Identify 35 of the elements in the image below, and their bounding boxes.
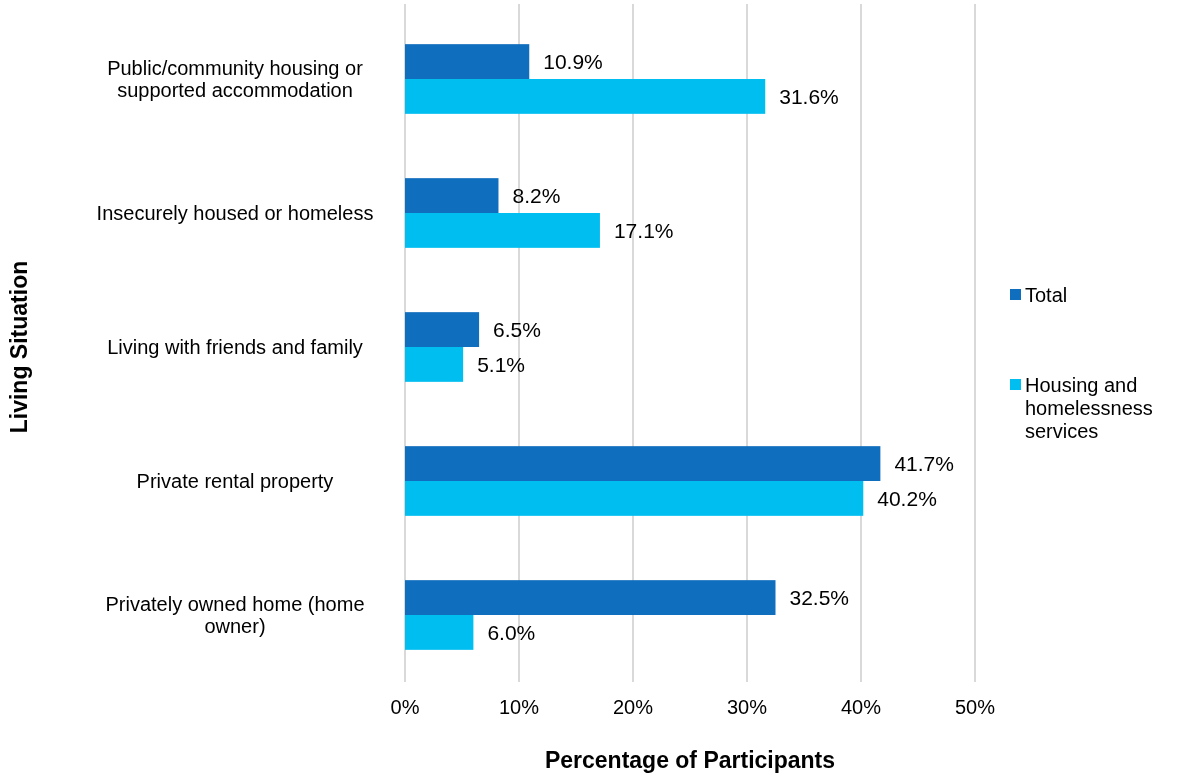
data-label: 10.9% bbox=[543, 49, 603, 73]
bar bbox=[405, 347, 464, 382]
y-tick-label: Living with friends and family bbox=[107, 336, 363, 358]
y-tick-label: Privately owned home (home owner) bbox=[105, 593, 365, 637]
data-label: 40.2% bbox=[877, 486, 937, 510]
data-label: 32.5% bbox=[789, 585, 850, 609]
bar bbox=[405, 213, 600, 248]
data-label: 31.6% bbox=[779, 84, 839, 108]
x-tick-label: 0% bbox=[390, 696, 420, 718]
y-tick-label: Private rental property bbox=[136, 470, 334, 492]
bar bbox=[405, 580, 776, 615]
x-tick-label: 40% bbox=[840, 696, 882, 718]
bar bbox=[405, 79, 766, 114]
legend-label: Housing and homelessness services bbox=[1025, 374, 1153, 442]
bar bbox=[405, 615, 474, 650]
data-label: 41.7% bbox=[894, 451, 954, 475]
bar bbox=[405, 446, 881, 481]
data-label: 8.2% bbox=[512, 183, 561, 207]
x-tick-label: 30% bbox=[726, 696, 768, 718]
data-label: 6.5% bbox=[493, 317, 541, 341]
legend-label: Total bbox=[1025, 284, 1068, 306]
data-label: 5.1% bbox=[477, 352, 526, 376]
y-axis-title: Living Situation bbox=[6, 260, 32, 434]
y-tick-label: Public/community housing or supported accommodation bbox=[107, 57, 364, 101]
data-label: 17.1% bbox=[613, 218, 674, 242]
x-tick-label: 20% bbox=[612, 696, 654, 718]
data-label: 6.0% bbox=[487, 620, 536, 644]
bar bbox=[405, 178, 499, 213]
bar bbox=[405, 44, 530, 79]
bar bbox=[405, 481, 864, 516]
y-tick-label: Insecurely housed or homeless bbox=[96, 202, 374, 224]
x-tick-label: 10% bbox=[498, 696, 540, 718]
bar bbox=[405, 312, 480, 347]
x-axis-title: Percentage of Participants bbox=[544, 747, 836, 773]
x-tick-label: 50% bbox=[954, 696, 996, 718]
